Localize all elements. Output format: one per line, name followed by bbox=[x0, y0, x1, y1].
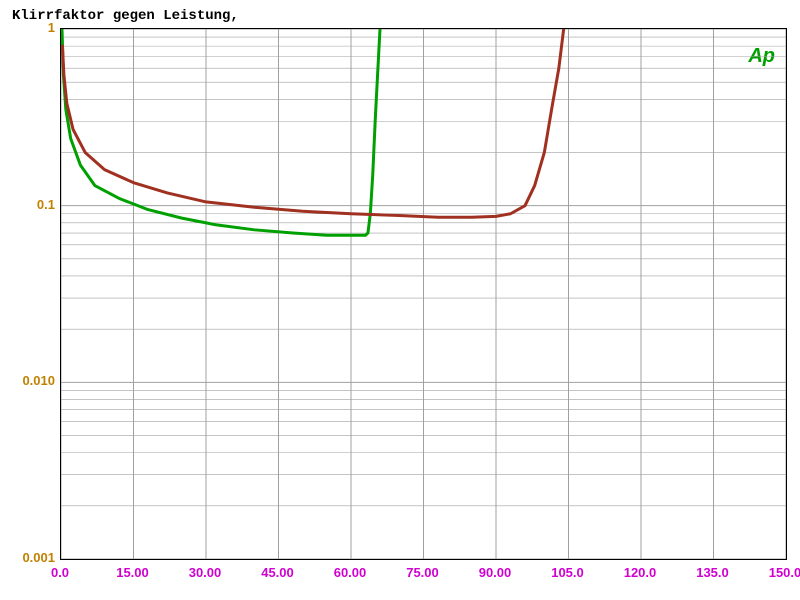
x-tick-label: 105.0 bbox=[551, 565, 584, 580]
series-red bbox=[62, 29, 563, 217]
x-tick-label: 60.00 bbox=[334, 565, 367, 580]
x-tick-label: 120.0 bbox=[624, 565, 657, 580]
y-tick-label: 0.010 bbox=[5, 373, 55, 388]
x-tick-label: 45.00 bbox=[261, 565, 294, 580]
y-tick-label: 0.001 bbox=[5, 550, 55, 565]
x-tick-label: 30.00 bbox=[189, 565, 222, 580]
y-tick-label: 0.1 bbox=[5, 197, 55, 212]
chart-svg bbox=[61, 29, 786, 559]
x-tick-label: 135.0 bbox=[696, 565, 729, 580]
x-tick-label: 15.00 bbox=[116, 565, 149, 580]
chart-container: Klirrfaktor gegen Leistung, Ap 0.0010.01… bbox=[0, 0, 800, 600]
x-tick-label: 90.00 bbox=[479, 565, 512, 580]
x-tick-label: 0.0 bbox=[51, 565, 69, 580]
y-tick-label: 1 bbox=[5, 20, 55, 35]
x-tick-label: 150.0 bbox=[769, 565, 800, 580]
plot-area bbox=[60, 28, 787, 560]
x-tick-label: 75.00 bbox=[406, 565, 439, 580]
